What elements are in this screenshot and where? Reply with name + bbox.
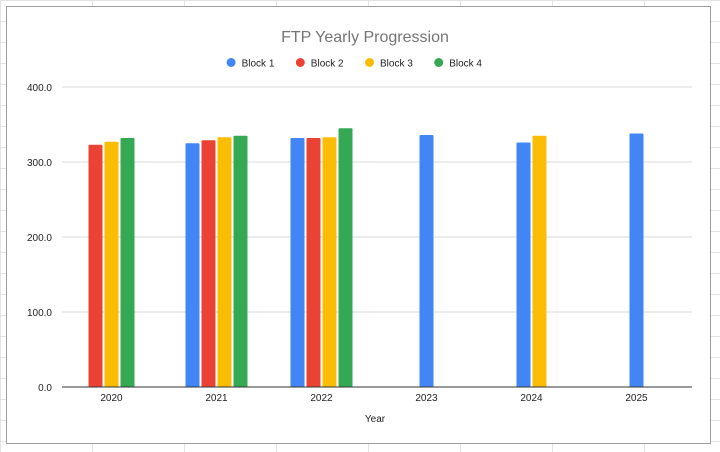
y-tick-label: 300.0 <box>27 158 52 169</box>
legend-label: Block 3 <box>380 59 413 70</box>
bar-block-3-2020[interactable] <box>104 141 119 387</box>
chart-legend: Block 1 Block 2 Block 3 Block 4 <box>226 58 482 70</box>
legend-label: Block 2 <box>311 59 344 70</box>
bar-block-4-2021[interactable] <box>233 135 248 387</box>
legend-swatch <box>226 58 236 67</box>
legend-label: Block 1 <box>242 59 275 70</box>
bar-block-2-2022[interactable] <box>306 138 321 387</box>
bar-block-1-2025[interactable] <box>629 133 644 388</box>
legend-item-block-2[interactable]: Block 2 <box>295 58 344 70</box>
gridlines <box>62 86 692 313</box>
x-axis-title: Year <box>365 414 386 425</box>
legend-swatch <box>434 58 444 67</box>
x-tick-label: 2024 <box>520 393 543 404</box>
y-tick-label: 400.0 <box>27 83 52 94</box>
bar-block-1-2023[interactable] <box>419 135 434 387</box>
bar-block-4-2022[interactable] <box>338 128 353 387</box>
x-axis-ticks: 2020 2021 2022 2023 2024 2025 <box>100 393 648 404</box>
x-tick-label: 2022 <box>310 393 333 404</box>
y-tick-label: 200.0 <box>27 233 52 244</box>
chart-title: FTP Yearly Progression <box>281 29 449 46</box>
bar-block-1-2022[interactable] <box>290 138 305 387</box>
bar-block-2-2021[interactable] <box>201 140 216 387</box>
bar-block-2-2020[interactable] <box>88 144 103 387</box>
legend-label: Block 4 <box>449 59 482 70</box>
legend-item-block-1[interactable]: Block 1 <box>226 58 275 70</box>
bar-block-3-2022[interactable] <box>322 137 337 387</box>
legend-swatch <box>295 58 305 67</box>
x-tick-label: 2023 <box>415 393 438 404</box>
bar-block-3-2021[interactable] <box>217 137 232 387</box>
chart-container[interactable]: FTP Yearly Progression Block 1 Block 2 Blo… <box>6 6 711 444</box>
bar-chart: FTP Yearly Progression Block 1 Block 2 Blo… <box>27 29 692 425</box>
bars <box>88 128 644 388</box>
y-tick-label: 0.0 <box>38 383 52 394</box>
x-tick-label: 2025 <box>625 393 648 404</box>
bar-block-1-2024[interactable] <box>516 142 531 388</box>
legend-item-block-3[interactable]: Block 3 <box>365 58 413 70</box>
bar-block-3-2024[interactable] <box>532 135 547 387</box>
legend-item-block-4[interactable]: Block 4 <box>434 58 482 70</box>
y-axis-ticks: 0.0 100.0 200.0 300.0 400.0 <box>27 83 52 394</box>
bar-block-1-2021[interactable] <box>185 143 200 387</box>
legend-swatch <box>365 58 374 67</box>
x-tick-label: 2021 <box>205 393 228 404</box>
y-tick-label: 100.0 <box>27 308 52 319</box>
x-tick-label: 2020 <box>100 393 123 404</box>
bar-block-4-2020[interactable] <box>120 138 135 387</box>
